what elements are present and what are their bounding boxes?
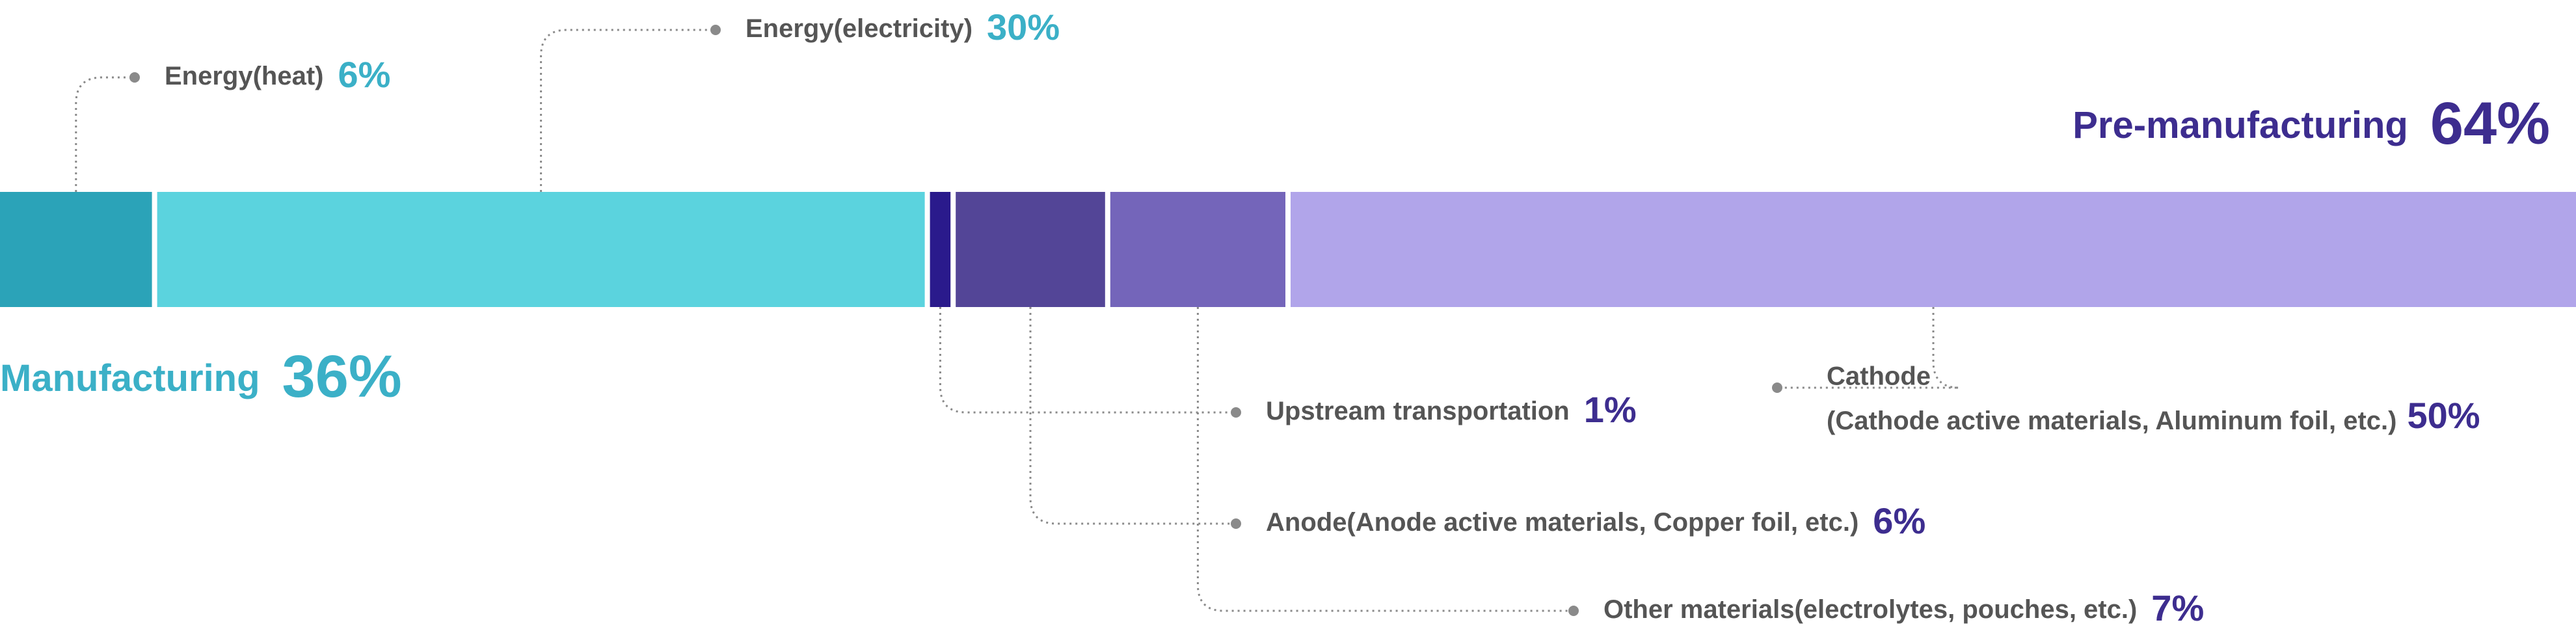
connector <box>939 307 1236 414</box>
connector <box>1029 307 1236 525</box>
group-label: Pre-manufacturing 64% <box>2073 90 2550 157</box>
segment-label: Other materials(electrolytes, pouches, e… <box>1603 595 2137 624</box>
segment-note-text: (Cathode active materials, Aluminum foil… <box>1827 407 2396 435</box>
segment-value-label: 6% <box>1873 500 1925 541</box>
bar-segment <box>956 192 1105 307</box>
group-value-label: 64% <box>2430 90 2550 157</box>
group-value-label: 36% <box>282 343 402 410</box>
group-name: Manufacturing <box>0 357 260 399</box>
segment-value-label: 6% <box>338 54 391 95</box>
connector <box>75 76 135 192</box>
segment-label-group: Anode(Anode active materials, Copper foi… <box>1266 500 1925 541</box>
segment-label: Cathode <box>1827 362 1931 391</box>
segment-value-label: 50% <box>2407 395 2480 436</box>
segment-label-group: Energy(heat) 6% <box>165 54 390 95</box>
connector <box>540 29 716 192</box>
segment-label-group: Other materials(electrolytes, pouches, e… <box>1603 587 2204 628</box>
connector-dot <box>710 25 721 35</box>
connector-dot <box>1231 407 1241 418</box>
connector <box>1196 307 1574 612</box>
connector-dot <box>1772 382 1782 393</box>
bar-segment <box>930 192 951 307</box>
segment-label: Upstream transportation <box>1266 397 1570 425</box>
group-label: Manufacturing 36% <box>0 343 402 410</box>
connector-dot <box>129 72 140 83</box>
bar-segment <box>1110 192 1285 307</box>
segment-label: Energy(electricity) <box>745 14 973 43</box>
bar-segment <box>157 192 925 307</box>
group-name: Pre-manufacturing <box>2073 104 2408 146</box>
bar-segment <box>0 192 152 307</box>
bar-segment <box>1291 192 2576 307</box>
segment-value-label: 7% <box>2151 587 2204 628</box>
segment-label-group: Upstream transportation 1% <box>1266 389 1637 430</box>
segment-value-label: 30% <box>987 7 1060 47</box>
connector-dot <box>1231 518 1241 529</box>
segment-label: Anode(Anode active materials, Copper foi… <box>1266 508 1858 537</box>
connector-dot <box>1568 606 1579 616</box>
segment-note: (Cathode active materials, Aluminum foil… <box>1827 395 2480 436</box>
segment-value-label: 1% <box>1584 389 1637 430</box>
segment-label: Energy(heat) <box>165 62 324 90</box>
segment-label-group: Energy(electricity) 30% <box>745 7 1060 47</box>
